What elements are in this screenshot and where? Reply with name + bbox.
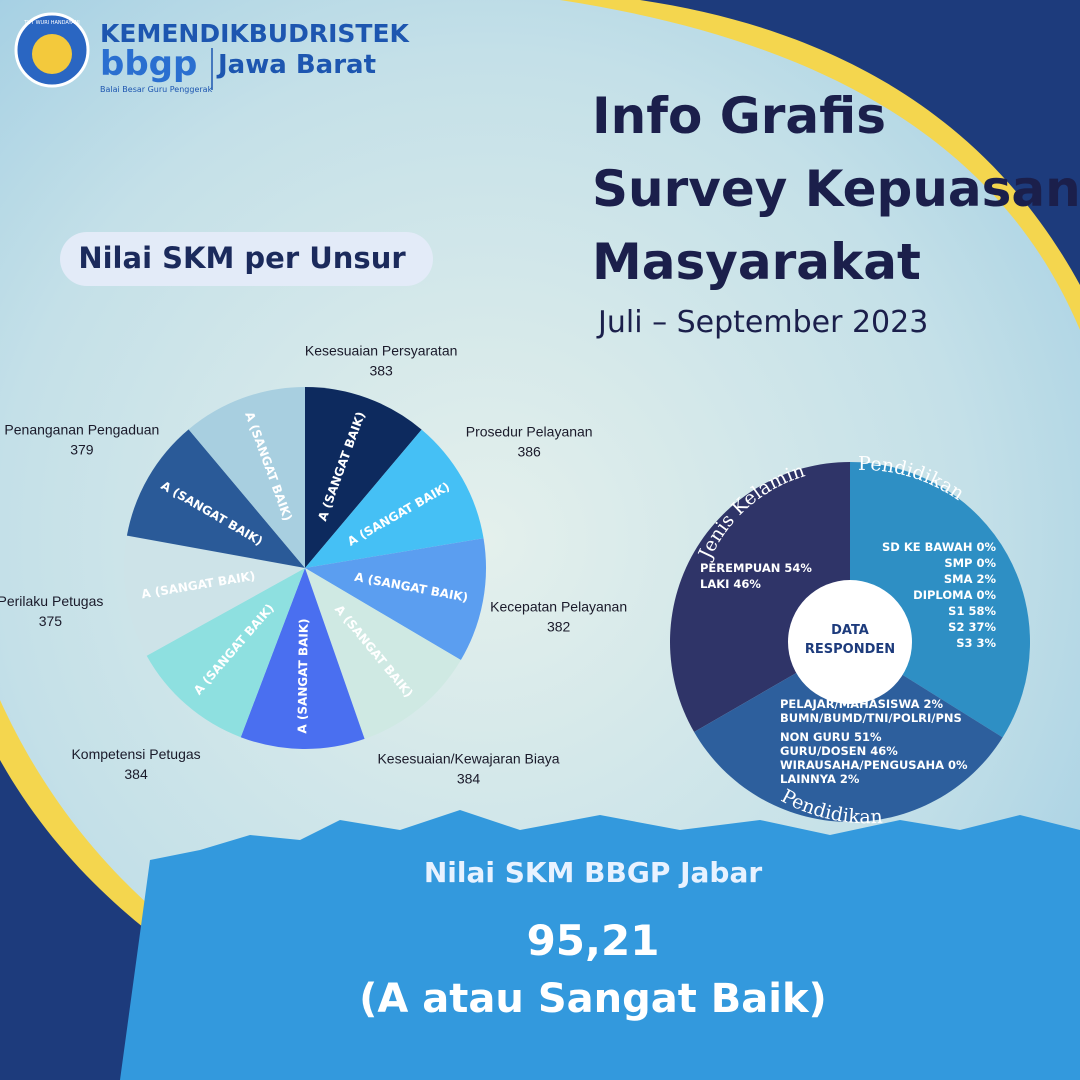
value-label: 384 <box>457 771 481 787</box>
mountain <box>120 810 1080 1080</box>
segment-item: LAINNYA 2% <box>780 772 860 786</box>
segment-item: S1 58% <box>948 604 996 618</box>
value-label: 382 <box>547 618 571 634</box>
footer-score: 95,21 <box>527 916 660 965</box>
category-label: Kecepatan Pelayanan <box>490 598 627 614</box>
segment-item: DIPLOMA 0% <box>913 588 996 602</box>
segment-item: SMP 0% <box>944 556 996 570</box>
segment-item: SD KE BAWAH 0% <box>882 540 996 554</box>
pie-slice <box>305 538 487 661</box>
motto: TUT WURI HANDAYANI <box>23 20 80 26</box>
category-label: Penanganan Pengaduan <box>4 421 159 437</box>
value-label: 383 <box>369 362 393 378</box>
category-label: Perilaku Petugas <box>0 593 103 609</box>
title-line: Survey Kepuasan <box>592 160 1080 218</box>
pie-slice <box>305 568 461 739</box>
category-label: Kesesuaian Persyaratan <box>305 342 458 358</box>
segment-item: LAKI 46% <box>700 577 761 591</box>
brand: bbgp <box>100 44 197 84</box>
pie-slice <box>126 429 305 568</box>
org-name: KEMENDIKBUDRISTEK <box>100 19 411 48</box>
value-label: 375 <box>39 613 63 629</box>
footer-label: Nilai SKM BBGP Jabar <box>424 856 763 889</box>
value-label: 379 <box>70 441 94 457</box>
center-label: RESPONDEN <box>805 642 895 657</box>
pie-slice <box>124 535 305 656</box>
navy-corner <box>0 760 460 1080</box>
title-line: Masyarakat <box>592 233 921 291</box>
region: Jawa Barat <box>216 50 376 80</box>
segment-item: WIRAUSAHA/PENGUSAHA 0% <box>780 758 968 772</box>
logo-emblem <box>32 34 72 74</box>
donut-segment <box>694 642 1003 823</box>
segment-item: PEREMPUAN 54% <box>700 561 812 575</box>
pie-slice <box>240 568 365 750</box>
value-label: 384 <box>124 766 148 782</box>
tagline: Balai Besar Guru Penggerak <box>100 85 213 94</box>
title-line: Info Grafis <box>592 87 886 145</box>
pie-slice <box>146 568 305 738</box>
pie-slice <box>188 387 305 568</box>
footer-grade: (A atau Sangat Baik) <box>359 976 827 1022</box>
segment-item: SMA 2% <box>944 572 997 586</box>
pie-slice <box>305 429 484 568</box>
center-label: DATA <box>831 623 869 638</box>
chart-title: Nilai SKM per Unsur <box>78 241 406 275</box>
slice-grade: A (SANGAT BAIK) <box>295 618 311 733</box>
segment-item: GURU/DOSEN 46% <box>780 744 898 758</box>
category-label: Kesesuaian/Kewajaran Biaya <box>377 751 559 767</box>
pie-slice <box>305 387 422 568</box>
category-label: Kompetensi Petugas <box>71 746 200 762</box>
segment-item: S2 37% <box>948 620 996 634</box>
category-label: Prosedur Pelayanan <box>466 423 593 439</box>
navy-corner <box>640 0 1080 285</box>
section-pill <box>60 232 433 286</box>
segment-item: BUMN/BUMD/TNI/POLRI/PNS <box>780 711 962 725</box>
donut-center <box>788 580 912 704</box>
segment-item: PELAJAR/MAHASISWA 2% <box>780 697 944 711</box>
segment-item: S3 3% <box>956 636 996 650</box>
period: Juli – September 2023 <box>596 305 928 340</box>
segment-item: NON GURU 51% <box>780 730 882 744</box>
value-label: 386 <box>517 443 541 459</box>
